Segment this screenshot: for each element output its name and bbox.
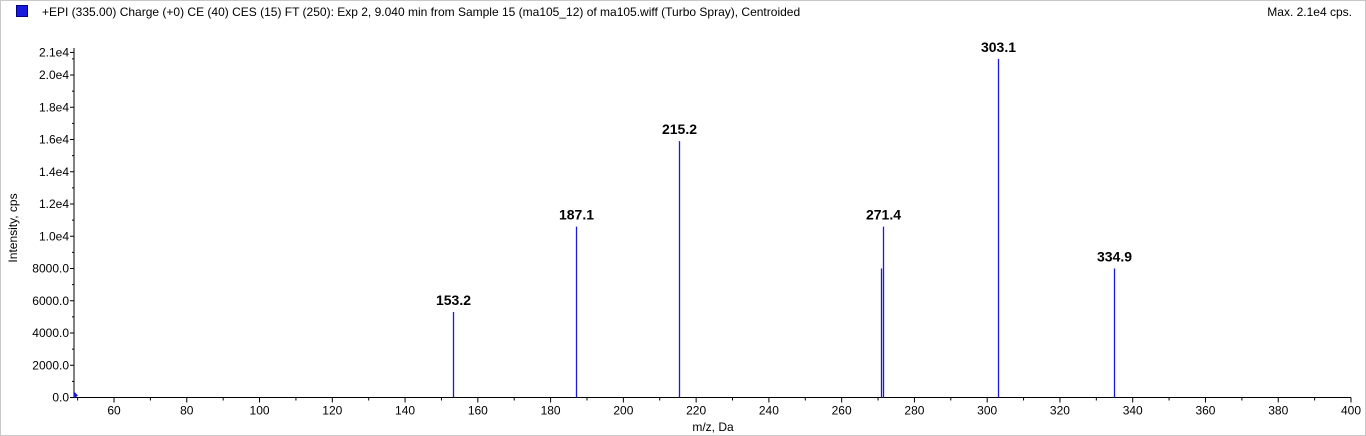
y-tick-label: 8000.0 [32,262,69,276]
x-tick-label: 260 [832,404,852,418]
y-axis-title: Intensity, cps [6,193,20,262]
x-tick-label: 100 [250,404,270,418]
y-tick-label: 4000.0 [32,326,69,340]
x-tick-label: 60 [107,404,121,418]
peak-label: 271.4 [866,207,901,223]
origin-marker [74,391,78,399]
x-tick-label: 180 [541,404,561,418]
x-tick-label: 280 [904,404,924,418]
x-tick-label: 80 [180,404,194,418]
axes-group: 0.0 2000.0 4000.0 6000.0 8000.0 1.0e4 1.2e4 1.4… [32,45,1361,417]
x-tick-label: 340 [1123,404,1143,418]
x-tick-label: 320 [1050,404,1070,418]
peak-label: 187.1 [559,207,594,223]
max-intensity-label: Max. 2.1e4 cps. [1267,5,1352,19]
y-tick-label: 2.1e4 [39,45,69,59]
x-tick-label: 360 [1195,404,1215,418]
x-tick-label: 120 [322,404,342,418]
x-tick-label: 140 [395,404,415,418]
y-tick-label: 6000.0 [32,294,69,308]
x-tick-label: 380 [1268,404,1288,418]
x-tick-label: 400 [1341,404,1361,418]
x-tick-label: 160 [468,404,488,418]
peaks-group: 153.2 187.1 215.2 271.4 303.1 334.9 [436,39,1132,398]
peak-label: 334.9 [1097,249,1132,265]
x-tick-label: 220 [686,404,706,418]
y-tick-label: 1.6e4 [39,133,69,147]
chart-header: +EPI (335.00) Charge (+0) CE (40) CES (1… [0,0,1366,24]
y-tick-label: 1.0e4 [39,229,69,243]
peak-label: 153.2 [436,292,471,308]
y-tick-label: 1.4e4 [39,165,69,179]
x-tick-label: 200 [613,404,633,418]
x-axis-title: m/z, Da [692,420,734,434]
x-tick-label: 240 [759,404,779,418]
y-tick-label: 0.0 [52,391,69,405]
y-tick-label: 1.2e4 [39,197,69,211]
y-tick-label: 2000.0 [32,358,69,372]
x-tick-label: 300 [977,404,997,418]
peak-label: 303.1 [981,39,1016,55]
y-tick-label: 1.8e4 [39,100,69,114]
chart-title: +EPI (335.00) Charge (+0) CE (40) CES (1… [42,5,801,19]
y-tick-label: 2.0e4 [39,68,69,82]
series-legend-swatch[interactable] [16,5,28,17]
peak-label: 215.2 [662,121,697,137]
